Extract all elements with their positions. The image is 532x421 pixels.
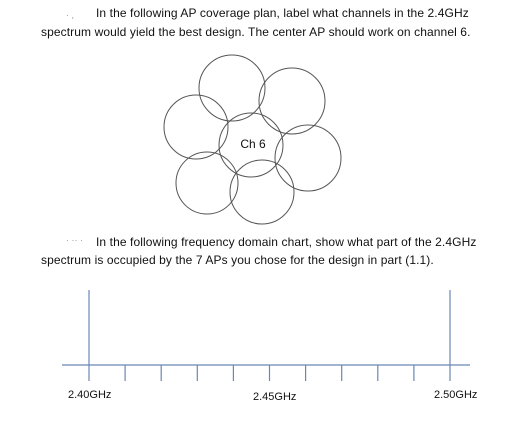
list-marker-1: · , [66, 10, 74, 20]
center-channel-label: Ch 6 [240, 137, 266, 151]
question-2-line-2: spectrum is occupied by the 7 APs you ch… [41, 253, 434, 267]
question-1-line-1: In the following AP coverage plan, label… [96, 6, 469, 20]
axis-label-min: 2.40GHz [68, 389, 112, 401]
axis-label-max: 2.50GHz [434, 389, 478, 401]
question-2-line-1: In the following frequency domain chart,… [96, 235, 477, 249]
ap-circle-top [198, 54, 266, 122]
ap-circle-upper-left [163, 94, 229, 160]
list-marker-2: · ·· · [66, 235, 83, 245]
axis-ticks [124, 365, 415, 381]
ap-circle-bottom [229, 159, 295, 225]
frequency-axis [62, 290, 470, 381]
ap-circle-center [218, 112, 284, 178]
ap-circle-right [274, 124, 342, 192]
axis-label-mid: 2.45GHz [253, 391, 297, 403]
question-1-line-2: spectrum would yield the best design. Th… [41, 25, 471, 39]
ap-circle-top-right [258, 67, 326, 135]
ap-circle-lower-left [175, 151, 239, 215]
